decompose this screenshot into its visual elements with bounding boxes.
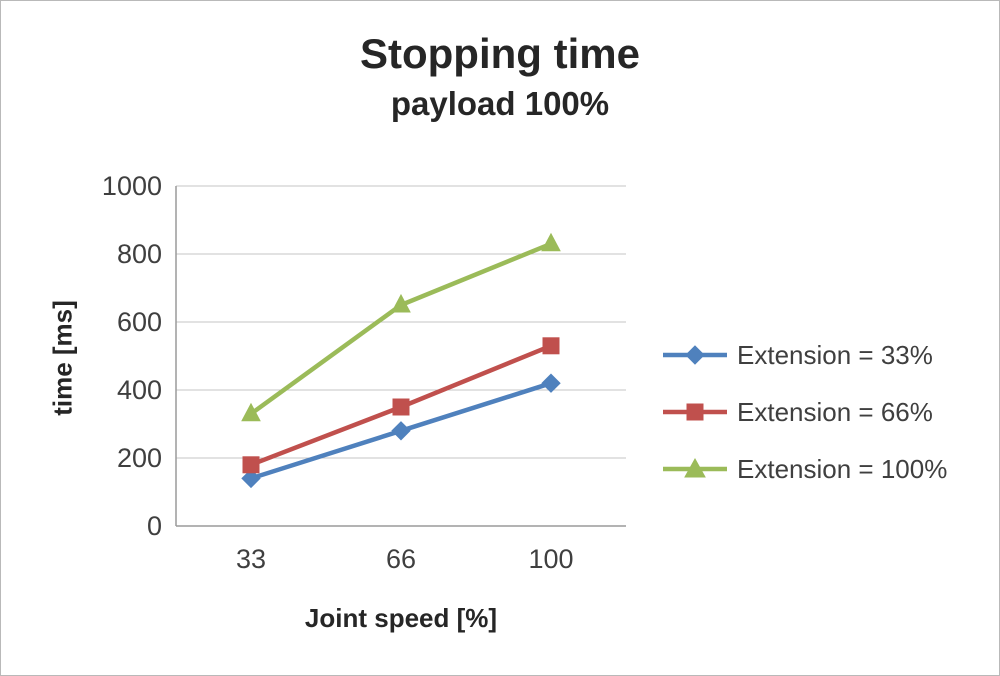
- marker-square: [542, 337, 560, 355]
- y-tick-label: 600: [117, 307, 162, 337]
- plot-area: 0 200 400 600 800 1000 33 66 100: [102, 171, 626, 574]
- y-tick-label: 400: [117, 375, 162, 405]
- marker-diamond: [391, 421, 411, 441]
- marker-triangle: [241, 402, 261, 422]
- legend-item: Extension = 33%: [663, 335, 947, 375]
- marker-diamond: [541, 373, 561, 393]
- legend-marker-icon: [663, 345, 727, 365]
- legend-item: Extension = 100%: [663, 449, 947, 489]
- marker-triangle: [391, 293, 411, 313]
- legend-label: Extension = 33%: [737, 339, 933, 370]
- legend-label: Extension = 100%: [737, 453, 948, 484]
- chart-subtitle: payload 100%: [390, 85, 610, 123]
- y-tick-label: 200: [117, 443, 162, 473]
- x-tick-label: 100: [528, 544, 573, 574]
- chart-title: Stopping time: [360, 30, 640, 77]
- marker-triangle: [541, 232, 561, 252]
- x-axis-title: Joint speed [%]: [304, 603, 498, 633]
- y-tick-label: 800: [117, 239, 162, 269]
- legend: Extension = 33% Extension = 66% Extension …: [663, 335, 947, 489]
- series-line: [248, 241, 554, 417]
- x-tick-label: 66: [386, 544, 416, 574]
- legend-label: Extension = 66%: [737, 396, 933, 427]
- legend-marker-icon: [663, 457, 727, 478]
- legend-item: Extension = 66%: [663, 392, 947, 432]
- x-tick-label: 33: [236, 544, 266, 574]
- y-tick-label: 0: [147, 511, 162, 541]
- marker-square: [242, 456, 260, 474]
- y-axis-title: time [ms]: [47, 300, 78, 416]
- y-tick-label: 1000: [102, 171, 162, 201]
- legend-marker-icon: [663, 403, 727, 421]
- title-block: Stopping time payload 100%: [1, 30, 999, 123]
- marker-diamond: [241, 468, 261, 489]
- marker-square: [392, 398, 410, 416]
